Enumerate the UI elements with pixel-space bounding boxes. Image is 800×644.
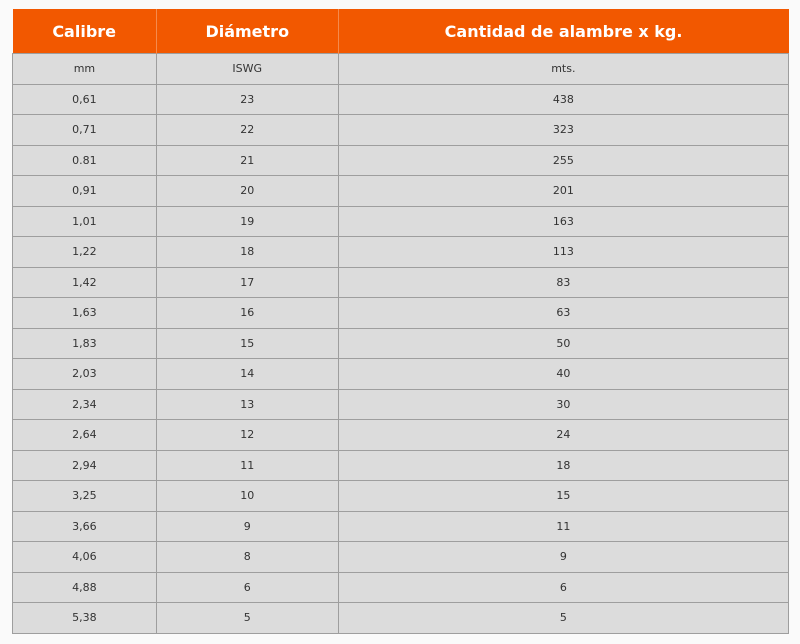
table-row: 3,25 10 15 xyxy=(12,480,790,512)
unit-cell: mm xyxy=(12,53,157,85)
diametro-cell: 6 xyxy=(155,571,339,603)
cantidad-cell: 5 xyxy=(337,602,790,634)
table-row: 3,66 9 11 xyxy=(12,510,790,542)
calibre-cell: 1,83 xyxy=(12,327,157,359)
cantidad-cell: 9 xyxy=(337,541,790,573)
diametro-cell: 13 xyxy=(155,388,339,420)
header-diametro: Diámetro xyxy=(156,9,339,54)
calibre-cell: 0.81 xyxy=(12,144,157,176)
table-row: 5,38 5 5 xyxy=(12,602,790,634)
calibre-cell: 2,94 xyxy=(12,449,157,481)
cantidad-cell: 40 xyxy=(337,358,790,390)
calibre-cell: 2,03 xyxy=(12,358,157,390)
unit-cell: ISWG xyxy=(155,53,339,85)
calibre-cell: 0,61 xyxy=(12,83,157,115)
cantidad-cell: 24 xyxy=(337,419,790,451)
table-row: 1,63 16 63 xyxy=(12,297,790,329)
cantidad-cell: 201 xyxy=(337,175,790,207)
diametro-cell: 20 xyxy=(155,175,339,207)
table-row: 2,34 13 30 xyxy=(12,388,790,420)
table-row: 1,42 17 83 xyxy=(12,266,790,298)
unit-cell: mts. xyxy=(337,53,790,85)
calibre-cell: 5,38 xyxy=(12,602,157,634)
cantidad-cell: 18 xyxy=(337,449,790,481)
table-row: 0,71 22 323 xyxy=(12,114,790,146)
diametro-cell: 22 xyxy=(155,114,339,146)
table-row: 0,91 20 201 xyxy=(12,175,790,207)
diametro-cell: 16 xyxy=(155,297,339,329)
diametro-cell: 12 xyxy=(155,419,339,451)
cantidad-cell: 113 xyxy=(337,236,790,268)
cantidad-cell: 6 xyxy=(337,571,790,603)
diametro-cell: 9 xyxy=(155,510,339,542)
calibre-cell: 4,06 xyxy=(12,541,157,573)
cantidad-cell: 323 xyxy=(337,114,790,146)
table-row: 4,88 6 6 xyxy=(12,571,790,603)
diametro-cell: 17 xyxy=(155,266,339,298)
table-row: 2,94 11 18 xyxy=(12,449,790,481)
units-row: mm ISWG mts. xyxy=(12,53,790,85)
table-row: 0,61 23 438 xyxy=(12,83,790,115)
diametro-cell: 21 xyxy=(155,144,339,176)
calibre-cell: 1,22 xyxy=(12,236,157,268)
calibre-cell: 1,42 xyxy=(12,266,157,298)
table-row: 1,83 15 50 xyxy=(12,327,790,359)
table-row: 4,06 8 9 xyxy=(12,541,790,573)
calibre-cell: 2,64 xyxy=(12,419,157,451)
diametro-cell: 11 xyxy=(155,449,339,481)
diametro-cell: 10 xyxy=(155,480,339,512)
table-row: 2,03 14 40 xyxy=(12,358,790,390)
cantidad-cell: 15 xyxy=(337,480,790,512)
calibre-cell: 3,25 xyxy=(12,480,157,512)
cantidad-cell: 50 xyxy=(337,327,790,359)
cantidad-cell: 63 xyxy=(337,297,790,329)
calibre-cell: 3,66 xyxy=(12,510,157,542)
header-calibre: Calibre xyxy=(12,9,157,54)
calibre-cell: 0,91 xyxy=(12,175,157,207)
wire-gauge-table: Calibre Diámetro Cantidad de alambre x k… xyxy=(12,9,790,634)
diametro-cell: 8 xyxy=(155,541,339,573)
table-row: 2,64 12 24 xyxy=(12,419,790,451)
cantidad-cell: 255 xyxy=(337,144,790,176)
cantidad-cell: 163 xyxy=(337,205,790,237)
calibre-cell: 1,01 xyxy=(12,205,157,237)
table-row: 1,01 19 163 xyxy=(12,205,790,237)
diametro-cell: 23 xyxy=(155,83,339,115)
cantidad-cell: 83 xyxy=(337,266,790,298)
diametro-cell: 19 xyxy=(155,205,339,237)
calibre-cell: 4,88 xyxy=(12,571,157,603)
calibre-cell: 1,63 xyxy=(12,297,157,329)
cantidad-cell: 438 xyxy=(337,83,790,115)
calibre-cell: 2,34 xyxy=(12,388,157,420)
diametro-cell: 15 xyxy=(155,327,339,359)
header-row: Calibre Diámetro Cantidad de alambre x k… xyxy=(12,9,789,54)
calibre-cell: 0,71 xyxy=(12,114,157,146)
cantidad-cell: 30 xyxy=(337,388,790,420)
header-cantidad: Cantidad de alambre x kg. xyxy=(338,9,789,54)
diametro-cell: 5 xyxy=(155,602,339,634)
diametro-cell: 14 xyxy=(155,358,339,390)
table-row: 1,22 18 113 xyxy=(12,236,790,268)
cantidad-cell: 11 xyxy=(337,510,790,542)
table-row: 0.81 21 255 xyxy=(12,144,790,176)
diametro-cell: 18 xyxy=(155,236,339,268)
